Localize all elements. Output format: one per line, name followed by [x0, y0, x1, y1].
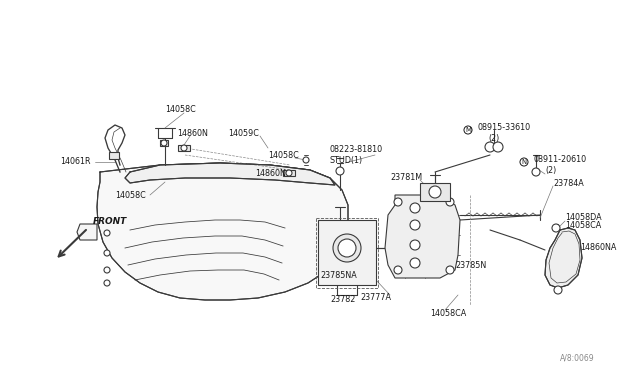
Bar: [178, 145, 190, 151]
Text: (2): (2): [488, 134, 499, 142]
Text: 14061R: 14061R: [60, 157, 90, 167]
Circle shape: [552, 224, 560, 232]
Circle shape: [410, 203, 420, 213]
Circle shape: [554, 286, 562, 294]
Text: 14058C: 14058C: [268, 151, 299, 160]
Circle shape: [161, 140, 167, 146]
Polygon shape: [97, 163, 348, 300]
Text: N: N: [522, 159, 527, 165]
Circle shape: [104, 267, 110, 273]
Circle shape: [429, 186, 441, 198]
Circle shape: [394, 266, 402, 274]
Circle shape: [104, 250, 110, 256]
Bar: [318, 220, 376, 285]
Circle shape: [446, 198, 454, 206]
Circle shape: [104, 280, 110, 286]
Bar: [420, 183, 450, 201]
Text: 23777A: 23777A: [360, 294, 391, 302]
Polygon shape: [125, 163, 335, 185]
Circle shape: [410, 258, 420, 268]
Text: 14059C: 14059C: [228, 128, 259, 138]
Circle shape: [410, 220, 420, 230]
Bar: [283, 170, 295, 176]
Polygon shape: [77, 224, 97, 240]
Circle shape: [532, 168, 540, 176]
Text: A/8:0069: A/8:0069: [561, 353, 595, 362]
Circle shape: [493, 142, 503, 152]
Circle shape: [181, 145, 187, 151]
Text: M: M: [465, 127, 471, 133]
Text: 14058C: 14058C: [165, 106, 196, 115]
Circle shape: [485, 142, 495, 152]
Polygon shape: [385, 195, 460, 278]
Text: 23785NA: 23785NA: [320, 272, 356, 280]
Bar: [109, 152, 119, 159]
Circle shape: [336, 167, 344, 175]
Text: 14058C: 14058C: [115, 190, 146, 199]
Text: 14860N: 14860N: [255, 169, 286, 177]
Text: 23782: 23782: [330, 295, 355, 305]
Circle shape: [394, 198, 402, 206]
Text: (2): (2): [545, 166, 556, 174]
Polygon shape: [545, 228, 582, 288]
Circle shape: [410, 240, 420, 250]
Text: 14058CA: 14058CA: [430, 308, 467, 317]
Bar: [160, 140, 168, 146]
Circle shape: [333, 234, 361, 262]
Text: 23781M: 23781M: [390, 173, 422, 183]
Text: FRONT: FRONT: [93, 218, 127, 227]
Bar: [316, 218, 378, 288]
Circle shape: [303, 157, 309, 163]
Circle shape: [286, 170, 292, 176]
Text: 08223-81810: 08223-81810: [330, 145, 383, 154]
Text: 23785N: 23785N: [455, 260, 486, 269]
Circle shape: [104, 230, 110, 236]
Circle shape: [338, 239, 356, 257]
Text: 14860N: 14860N: [177, 128, 208, 138]
Text: 08911-20610: 08911-20610: [534, 155, 587, 164]
Text: STUD(1): STUD(1): [330, 155, 363, 164]
Text: 14860NA: 14860NA: [580, 244, 616, 253]
Circle shape: [446, 266, 454, 274]
Text: 14058DA: 14058DA: [565, 214, 602, 222]
Text: 23784A: 23784A: [553, 179, 584, 187]
Text: 14058CA: 14058CA: [565, 221, 601, 230]
Text: 08915-33610: 08915-33610: [478, 124, 531, 132]
